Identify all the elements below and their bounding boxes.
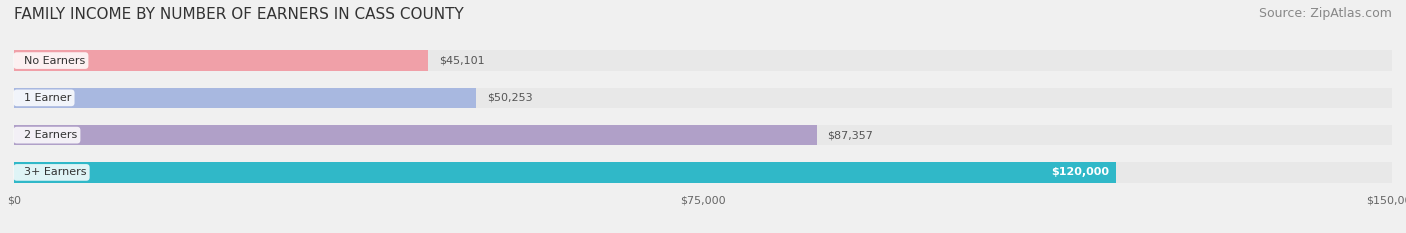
Text: No Earners: No Earners [17,56,86,65]
Text: FAMILY INCOME BY NUMBER OF EARNERS IN CASS COUNTY: FAMILY INCOME BY NUMBER OF EARNERS IN CA… [14,7,464,22]
Text: Source: ZipAtlas.com: Source: ZipAtlas.com [1258,7,1392,20]
Bar [14,50,429,71]
Text: $45,101: $45,101 [439,56,485,65]
Text: 1 Earner: 1 Earner [17,93,72,103]
Text: $87,357: $87,357 [828,130,873,140]
Text: $50,253: $50,253 [486,93,533,103]
Bar [14,125,817,145]
Text: 3+ Earners: 3+ Earners [17,168,86,177]
Bar [14,88,1392,108]
Text: 2 Earners: 2 Earners [17,130,77,140]
Bar [14,162,1392,183]
Bar [14,88,475,108]
Bar [14,125,1392,145]
Text: $120,000: $120,000 [1052,168,1109,177]
Bar [14,162,1116,183]
Bar [14,50,1392,71]
